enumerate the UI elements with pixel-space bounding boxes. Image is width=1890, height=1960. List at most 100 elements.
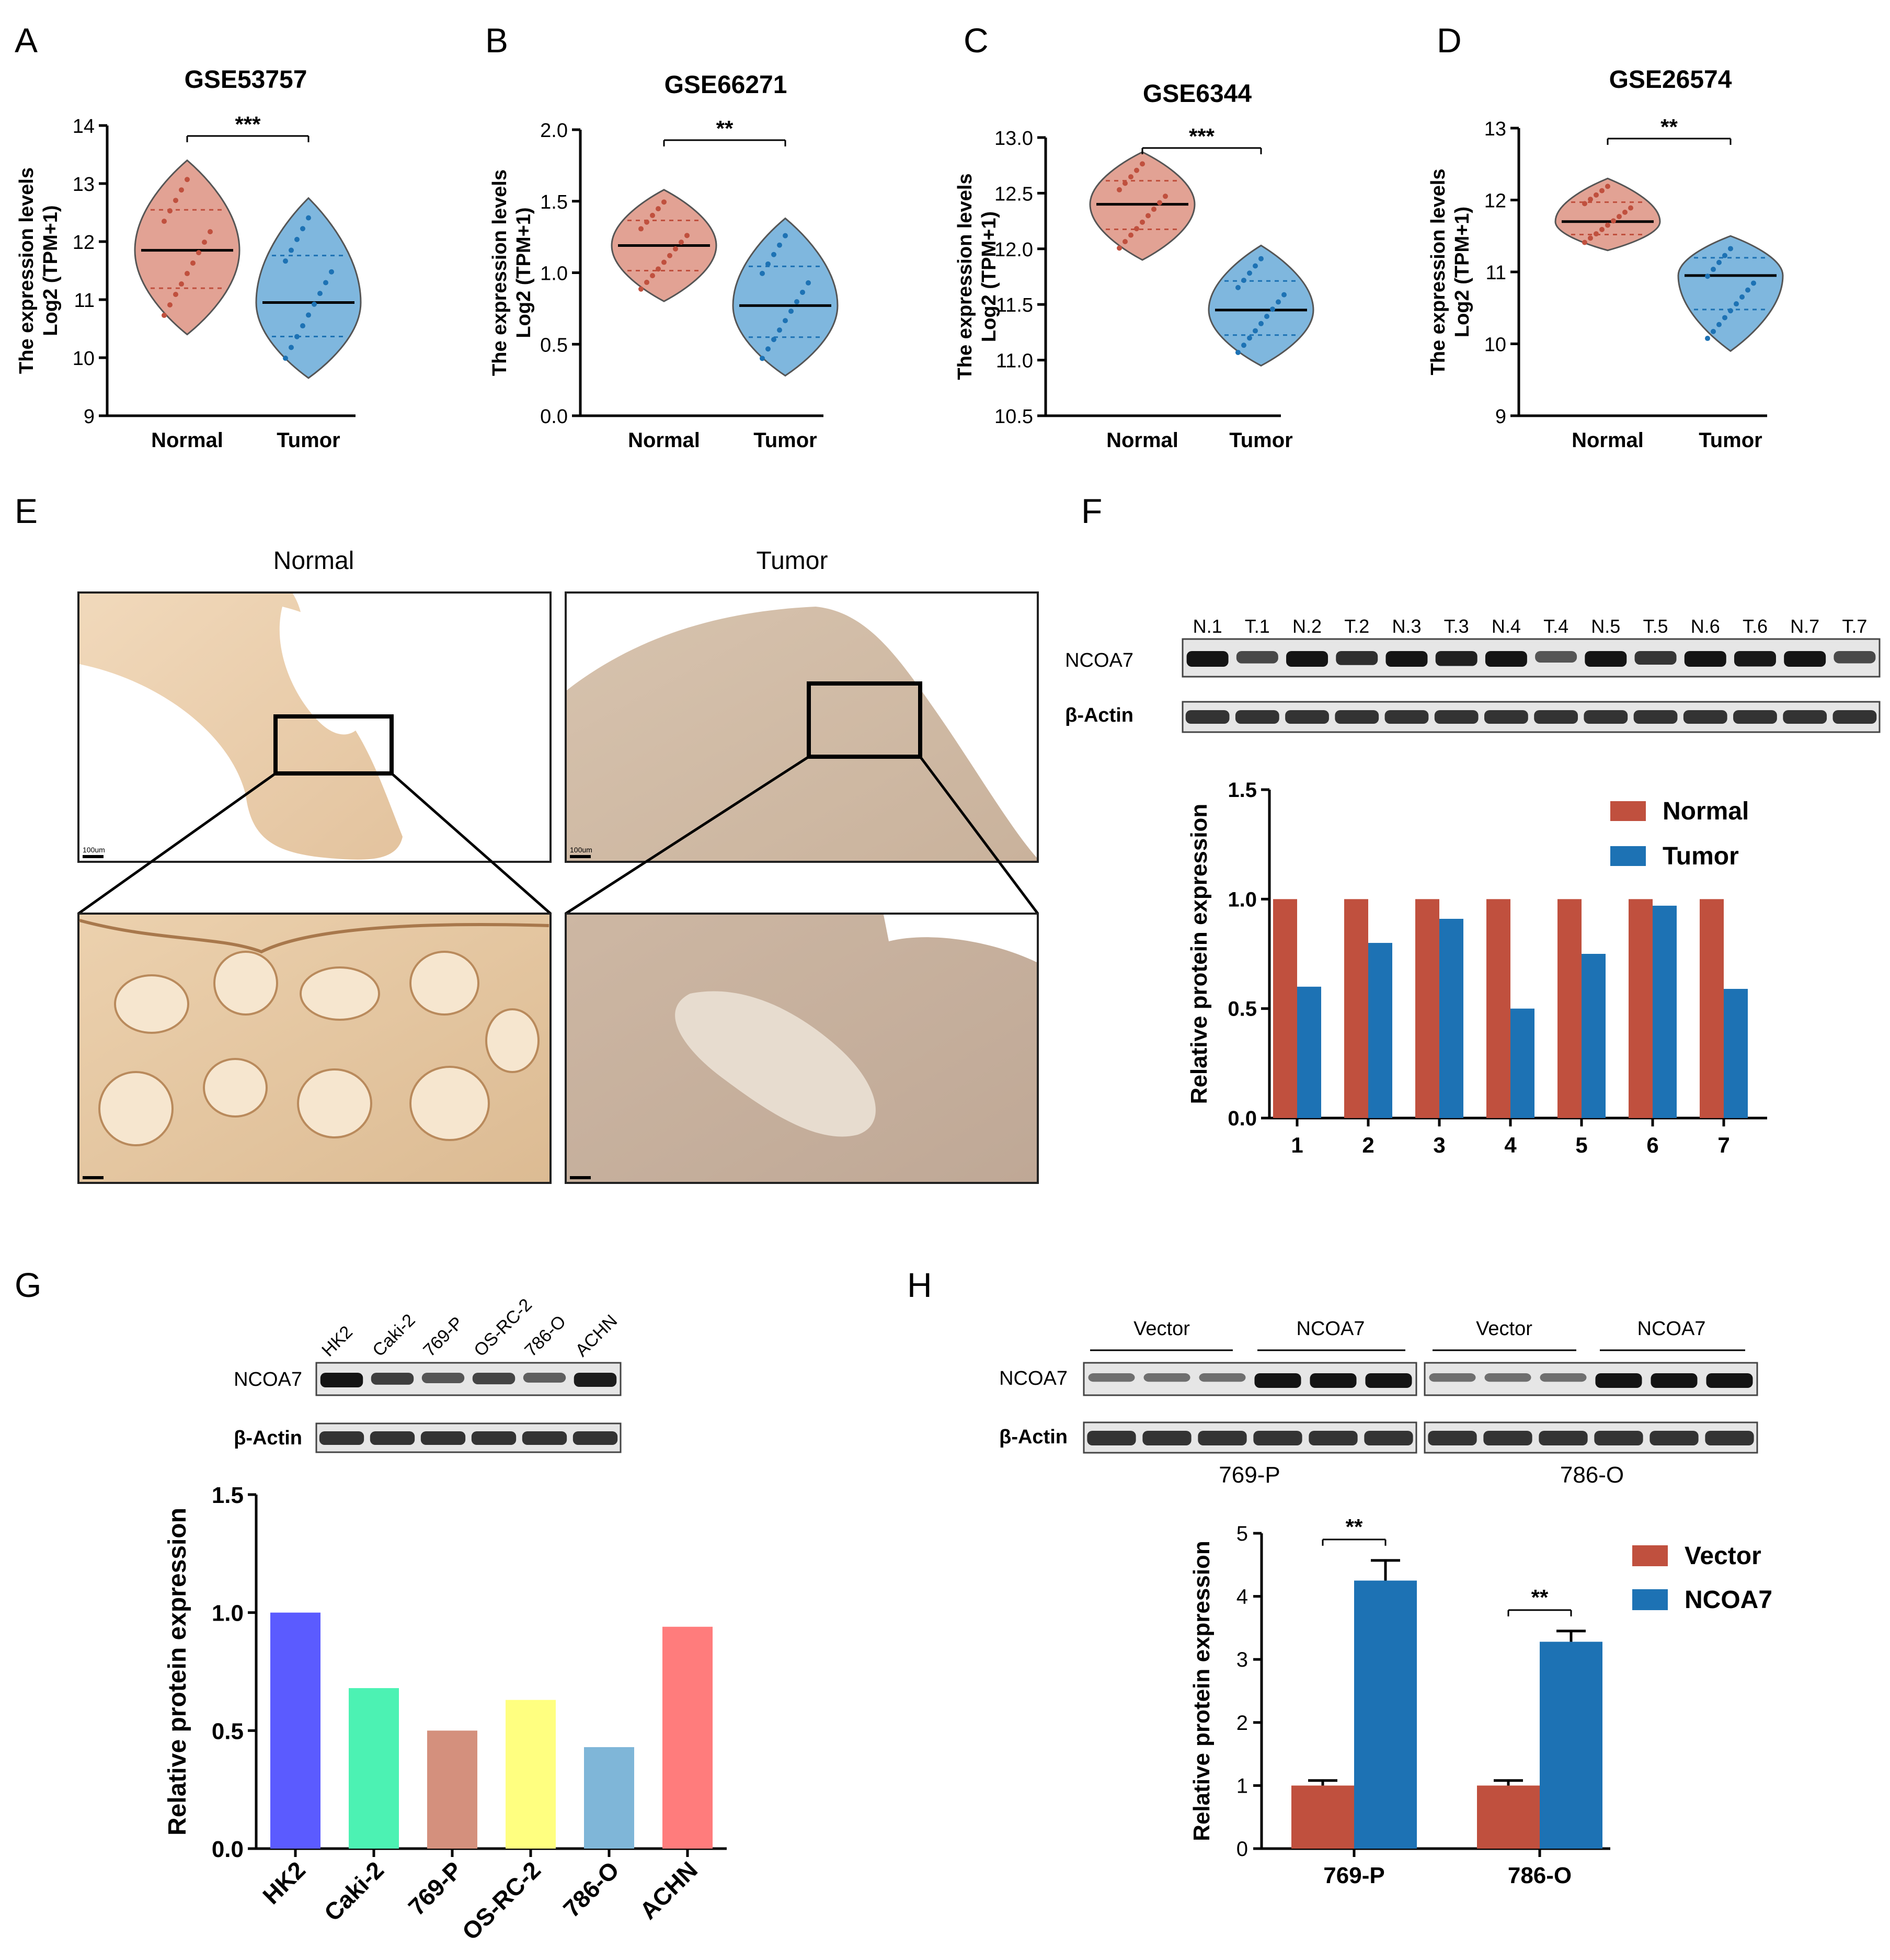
data-point xyxy=(196,250,201,256)
blot-F-ncoa7-band xyxy=(1734,651,1776,667)
y-tick-label: 13 xyxy=(73,174,95,196)
y-tick-label: 13.0 xyxy=(994,128,1033,150)
blot-F-actin-band xyxy=(1335,710,1379,724)
violin-normal xyxy=(1554,177,1661,252)
blot-H-ncoa7-band xyxy=(1595,1373,1642,1388)
blot-F-lane-label: T.1 xyxy=(1245,616,1270,637)
blot-F-actin-band xyxy=(1584,710,1628,724)
data-point xyxy=(185,177,190,183)
panel-label-D: D xyxy=(1437,21,1462,60)
data-point xyxy=(208,229,213,235)
y-tick-label: 2 xyxy=(1236,1712,1248,1735)
blot-G-row-actin: β-Actin xyxy=(234,1427,302,1449)
data-point xyxy=(771,252,776,257)
data-point xyxy=(179,281,184,287)
bar-achn xyxy=(662,1626,713,1849)
panel-label-E: E xyxy=(15,492,38,530)
blot-F-lane-label: T.6 xyxy=(1743,616,1768,637)
data-point xyxy=(783,318,788,324)
legend-swatch-vector xyxy=(1632,1545,1668,1566)
blot-G-lane-label: Caki-2 xyxy=(369,1310,419,1360)
data-point xyxy=(644,219,649,225)
data-point xyxy=(1605,222,1610,228)
y-axis-label: Relative protein expression xyxy=(1186,804,1212,1104)
bar-tumor xyxy=(1653,905,1677,1118)
blot-H-ncoa7-band xyxy=(1199,1373,1246,1382)
data-point xyxy=(1582,240,1587,245)
panel-label-F: F xyxy=(1081,492,1102,530)
y-tick-label: 0.0 xyxy=(540,406,568,428)
blot-H-ncoa7-band xyxy=(1310,1373,1357,1388)
blot-H-ncoa7-band xyxy=(1429,1373,1476,1382)
blot-F-actin-band xyxy=(1783,710,1827,724)
x-tick-label: 6 xyxy=(1646,1133,1658,1157)
y-tick-label: 3 xyxy=(1236,1648,1248,1671)
blot-H-actin-band xyxy=(1705,1431,1754,1445)
bar-os-rc-2 xyxy=(506,1700,556,1849)
data-point xyxy=(679,240,684,245)
y-tick-label: 5 xyxy=(1236,1522,1248,1545)
data-point xyxy=(1705,274,1710,279)
x-tick-label: 1 xyxy=(1291,1133,1303,1157)
y-tick-label: 12 xyxy=(1484,190,1506,212)
blot-F: N.1 T.1 N.2 T.2 N.3 T.3 N.4 T.4 N.5 T.5 N.6 T.6 N.7 T… xyxy=(1065,616,1881,733)
data-point xyxy=(667,253,672,258)
data-point xyxy=(1705,336,1710,341)
data-point xyxy=(1745,287,1750,293)
x-tick-label: 786-O xyxy=(1508,1863,1572,1888)
panel-label-B: B xyxy=(485,21,508,60)
data-point xyxy=(661,199,667,205)
y-tick-label: 12.0 xyxy=(994,239,1033,261)
blot-G-actin-band xyxy=(319,1431,364,1445)
data-point xyxy=(1594,231,1599,237)
data-point xyxy=(1241,343,1246,348)
legend-label-normal: Normal xyxy=(1663,797,1749,825)
data-point xyxy=(760,270,765,276)
x-tick-label: Normal xyxy=(628,429,700,452)
data-point xyxy=(173,292,178,298)
y-tick-label: 10 xyxy=(1484,334,1506,356)
data-point xyxy=(202,240,207,245)
chart-title: GSE66271 xyxy=(665,71,787,99)
blot-F-ncoa7-band xyxy=(1585,651,1627,667)
significance-label: ** xyxy=(1346,1514,1363,1539)
data-point xyxy=(771,337,776,343)
blot-F-actin-band xyxy=(1185,710,1230,724)
data-point xyxy=(162,312,167,318)
data-point xyxy=(1235,284,1241,290)
data-point xyxy=(783,233,788,238)
x-tick-label: OS-RC-2 xyxy=(457,1856,546,1945)
blot-G-ncoa7-band xyxy=(472,1373,516,1385)
data-point xyxy=(794,299,799,305)
data-point xyxy=(656,266,661,272)
blot-G-bands xyxy=(319,1373,618,1445)
blot-H-ncoa7-band xyxy=(1706,1373,1753,1388)
data-point xyxy=(317,291,323,297)
blot-F-ncoa7-band xyxy=(1186,651,1229,667)
data-point xyxy=(306,215,311,221)
data-point xyxy=(1617,214,1622,220)
blot-H-group-label-3: Vector xyxy=(1476,1318,1532,1340)
blot-H-bands xyxy=(1087,1373,1754,1445)
data-point xyxy=(1117,245,1122,251)
bar-vector xyxy=(1291,1785,1354,1849)
data-point xyxy=(1128,174,1133,180)
x-tick-label: HK2 xyxy=(257,1856,311,1909)
ihc-tumor-scale-label: 100um xyxy=(570,846,592,854)
ihc-tumor-tissue-shape xyxy=(567,607,1037,861)
blot-F-actin-band xyxy=(1633,710,1678,724)
y-tick-label: 0.5 xyxy=(540,334,568,356)
y-tick-label: 10 xyxy=(73,348,95,370)
legend-label-tumor: Tumor xyxy=(1663,842,1739,870)
blot-F-actin-band xyxy=(1484,710,1528,724)
violin-chart-B: GSE66271 0.0 0.5 1.0 1.5 2.0 The expression le… xyxy=(489,71,839,452)
bar-tumor xyxy=(1724,988,1748,1118)
data-point xyxy=(283,258,288,264)
significance-label: ** xyxy=(1660,115,1678,139)
blot-H-ncoa7-band xyxy=(1088,1373,1135,1382)
ihc-tumor-zoom-line-right xyxy=(919,756,1039,915)
ihc-tumor-zoom-line-left xyxy=(565,755,810,915)
bar-ncoa7 xyxy=(1354,1580,1417,1849)
